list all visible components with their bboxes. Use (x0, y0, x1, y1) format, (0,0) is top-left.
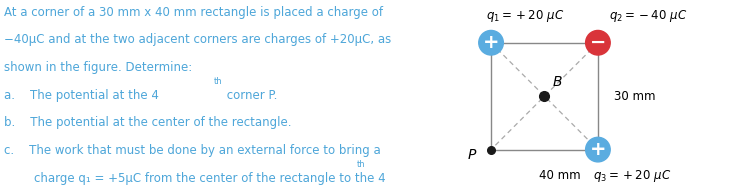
Text: $B$: $B$ (552, 75, 562, 89)
Text: At a corner of a 30 mm x 40 mm rectangle is placed a charge of: At a corner of a 30 mm x 40 mm rectangle… (4, 6, 383, 19)
Text: b.    The potential at the center of the rectangle.: b. The potential at the center of the re… (4, 116, 291, 129)
Text: shown in the figure. Determine:: shown in the figure. Determine: (4, 61, 192, 74)
Text: $q_2 = -40\ \mu C$: $q_2 = -40\ \mu C$ (609, 7, 687, 24)
Circle shape (586, 137, 610, 162)
Text: charge q₁ = +5μC from the center of the rectangle to the 4: charge q₁ = +5μC from the center of the … (34, 172, 385, 185)
Text: $q_3 = +20\ \mu C$: $q_3 = +20\ \mu C$ (592, 168, 671, 184)
Text: +: + (589, 140, 606, 159)
Text: −40μC and at the two adjacent corners are charges of +20μC, as: −40μC and at the two adjacent corners ar… (4, 33, 391, 46)
Text: $P$: $P$ (467, 148, 477, 162)
Text: th: th (357, 160, 365, 169)
Text: corner P.: corner P. (223, 89, 277, 102)
Text: 40 mm: 40 mm (539, 169, 580, 182)
Circle shape (479, 30, 503, 55)
Text: th: th (214, 77, 223, 86)
Text: −: − (589, 33, 606, 52)
Text: $q_1 = +20\ \mu C$: $q_1 = +20\ \mu C$ (486, 7, 564, 24)
Text: a.    The potential at the 4: a. The potential at the 4 (4, 89, 159, 102)
Text: +: + (483, 33, 499, 52)
Text: c.    The work that must be done by an external force to bring a: c. The work that must be done by an exte… (4, 144, 381, 157)
Text: 30 mm: 30 mm (614, 90, 655, 103)
Circle shape (586, 30, 610, 55)
